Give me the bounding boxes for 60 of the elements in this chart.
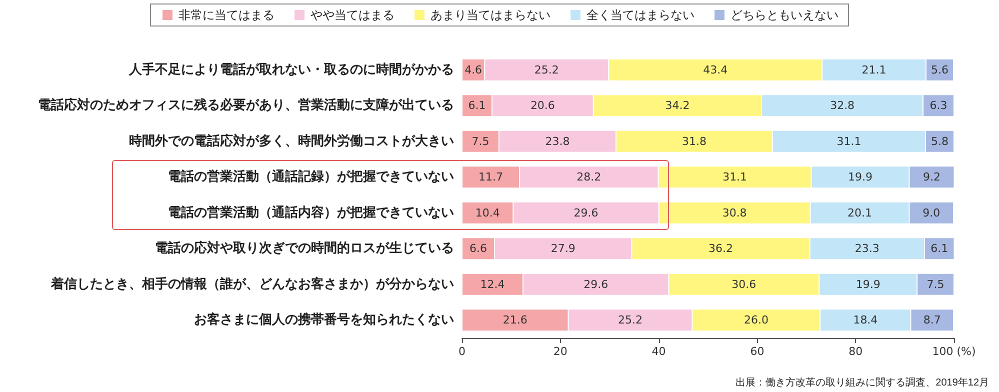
data-label: 7.5 [472,134,490,148]
legend-label: 非常に当てはまる [178,8,274,22]
legend-label: やや当てはまる [310,8,394,22]
data-label: 23.3 [854,242,880,256]
data-label: 20.1 [848,206,872,220]
data-label: 9.0 [922,206,940,220]
data-label: 31.1 [722,170,748,184]
data-label: 20.6 [530,99,555,112]
x-tick-label: 40 [652,345,666,358]
y-tick-label: 電話応対のためオフィスに残る必要があり、営業活動に支障が出ている [38,97,454,114]
y-tick-label: 人手不足により電話が取れない・取るのに時間がかかる [128,61,454,78]
x-tick-label: 80 [848,345,863,358]
data-label: 5.6 [930,63,948,76]
data-label: 23.8 [545,134,570,148]
data-label: 31.1 [836,134,862,148]
data-label: 10.4 [475,206,500,220]
data-label: 27.9 [550,242,576,256]
data-label: 19.9 [856,278,880,291]
y-tick-label: 電話の営業活動（通話記録）が把握できていない [168,168,454,185]
data-label: 5.8 [930,134,948,148]
data-label: 30.6 [732,278,756,291]
text: 出展：働き方改革の取り組みに関する調査、2019年12月 [736,376,990,388]
data-label: 6.6 [469,242,487,256]
data-label: 29.6 [584,278,608,291]
data-label: 25.2 [534,63,559,76]
legend-label: 全く当てはまらない [586,8,694,22]
x-tick-label: 60 [750,345,764,358]
data-label: 28.2 [576,170,602,184]
data-label: 9.2 [922,170,940,184]
data-label: 43.4 [703,63,728,76]
legend-label: どちらともいえない [730,8,838,22]
data-label: 11.7 [478,170,504,184]
data-label: 18.4 [853,314,878,327]
y-tick-label: お客さまに個人の携帯番号を知られたくない [194,312,454,328]
y-tick-label: 電話の応対や取り次ぎでの時間的ロスが生じている [155,240,454,256]
data-label: 19.9 [848,170,873,184]
data-label: 21.6 [502,314,528,327]
y-tick-label: 時間外での電話応対が多く、時間外労働コストが大きい [129,132,454,149]
x-tick-label: 0 [458,345,466,358]
legend-label: あまり当てはまらない [430,8,550,22]
x-tick-label: 100 (%) [932,345,976,358]
data-label: 26.0 [744,314,768,327]
y-tick-label: 電話の営業活動（通話内容）が把握できていない [168,204,454,220]
data-label: 31.8 [682,134,706,148]
data-label: 6.1 [468,99,486,112]
data-label: 29.6 [574,206,598,220]
data-label: 6.1 [930,242,948,256]
data-label: 30.8 [722,206,747,220]
x-tick-label: 20 [553,345,568,358]
data-label: 4.6 [464,63,482,76]
data-label: 36.2 [708,242,734,256]
y-tick-label: 着信したとき、相手の情報（誰が、どんなお客さまか）が分からない [50,276,454,292]
data-label: 12.4 [480,278,505,291]
data-label: 7.5 [926,278,944,291]
data-label: 6.3 [930,99,948,112]
data-label: 32.8 [830,99,855,112]
data-label: 21.1 [862,63,886,76]
data-label: 34.2 [665,99,690,112]
data-label: 8.7 [923,314,941,327]
data-label: 25.2 [618,314,643,327]
